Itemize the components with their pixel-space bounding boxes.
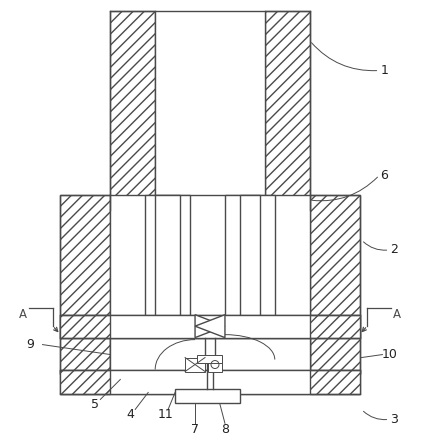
Text: 11: 11 — [157, 408, 173, 421]
Bar — [185, 358, 205, 372]
Polygon shape — [195, 315, 225, 338]
Bar — [155, 195, 180, 325]
Bar — [197, 354, 222, 362]
Bar — [61, 195, 110, 374]
Bar — [61, 369, 110, 394]
Bar — [61, 369, 360, 394]
Text: 8: 8 — [221, 423, 229, 436]
Text: 2: 2 — [390, 243, 398, 256]
Text: 10: 10 — [381, 348, 397, 361]
Bar — [155, 11, 265, 210]
Bar — [265, 11, 310, 210]
Bar — [225, 195, 275, 325]
Bar — [110, 369, 310, 394]
Text: 4: 4 — [126, 408, 134, 421]
Bar — [145, 195, 190, 325]
Bar — [110, 369, 310, 394]
Bar — [110, 11, 155, 210]
Bar — [110, 195, 310, 374]
Bar — [175, 389, 240, 404]
Text: 1: 1 — [381, 64, 388, 77]
Text: A: A — [393, 308, 401, 321]
Text: 9: 9 — [27, 338, 35, 351]
Bar — [61, 315, 360, 338]
Bar — [310, 195, 360, 374]
Bar — [110, 315, 310, 338]
Bar — [61, 315, 110, 338]
Bar — [61, 195, 360, 374]
Text: A: A — [19, 308, 27, 321]
Polygon shape — [195, 315, 225, 338]
Text: 5: 5 — [91, 398, 99, 411]
Bar — [240, 195, 260, 325]
Text: 6: 6 — [381, 169, 388, 182]
Bar — [110, 338, 310, 374]
Bar — [310, 369, 360, 394]
Bar — [310, 315, 360, 338]
Bar — [208, 358, 222, 372]
Text: 3: 3 — [390, 413, 398, 426]
Text: 7: 7 — [191, 423, 199, 436]
